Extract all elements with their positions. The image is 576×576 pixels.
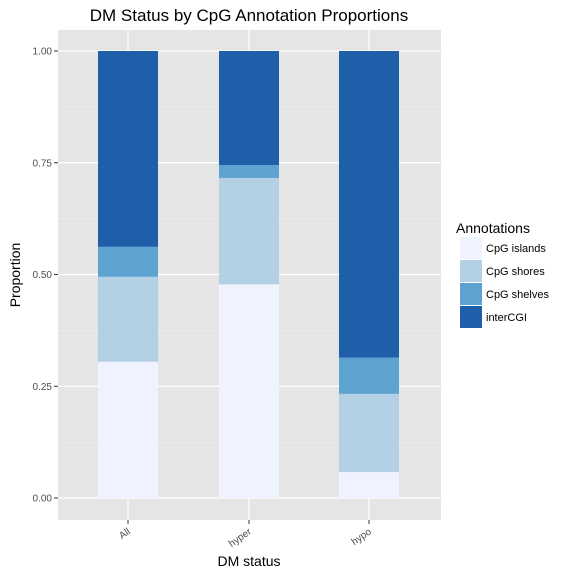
legend-key xyxy=(460,283,482,305)
bar-segment-hypo-2 xyxy=(339,357,399,394)
legend-title: Annotations xyxy=(456,220,530,236)
legend-label: CpG shores xyxy=(486,266,545,278)
legend-key xyxy=(460,237,482,259)
x-tick-label: hyper xyxy=(227,526,254,550)
y-axis-title: Proportion xyxy=(7,243,23,308)
legend-label: CpG islands xyxy=(486,243,546,255)
bar-segment-hyper-0 xyxy=(219,284,279,498)
bar-segment-hyper-1 xyxy=(219,177,279,285)
bar-segment-all-3 xyxy=(98,51,158,247)
bar-segment-all-2 xyxy=(98,246,158,277)
y-tick-label: 0.00 xyxy=(33,494,53,505)
bar-segment-all-0 xyxy=(98,361,158,498)
bar-segment-hyper-3 xyxy=(219,51,279,165)
y-axis: 0.00 0.25 0.50 0.75 1.00 xyxy=(33,47,58,505)
y-tick-label: 0.75 xyxy=(33,158,53,169)
y-tick-label: 1.00 xyxy=(33,47,53,58)
y-tick-label: 0.25 xyxy=(33,382,53,393)
x-tick-label: hypo xyxy=(350,526,374,548)
x-tick-label: All xyxy=(117,526,132,541)
legend-key xyxy=(460,306,482,328)
legend-key xyxy=(460,260,482,282)
legend: Annotations CpG islands CpG shores CpG she… xyxy=(456,220,549,328)
bar-segment-hypo-1 xyxy=(339,393,399,473)
bar-segment-hypo-3 xyxy=(339,51,399,358)
bars xyxy=(98,51,399,498)
y-tick-label: 0.50 xyxy=(33,270,53,281)
chart-title: DM Status by CpG Annotation Proportions xyxy=(90,6,408,25)
x-axis-title: DM status xyxy=(217,553,280,569)
bar-segment-hypo-0 xyxy=(339,472,399,498)
x-axis: All hyper hypo xyxy=(117,520,374,550)
bar-segment-hyper-2 xyxy=(219,164,279,178)
bar-segment-all-1 xyxy=(98,276,158,362)
legend-label: interCGI xyxy=(486,312,527,324)
legend-label: CpG shelves xyxy=(486,289,549,301)
